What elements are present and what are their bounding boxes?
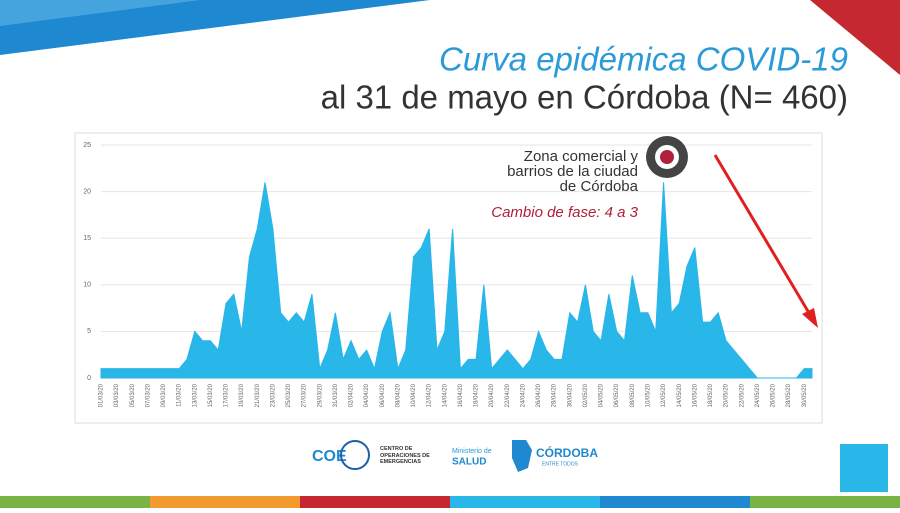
bottom-stripe xyxy=(0,496,900,508)
annotation: Zona comercial y xyxy=(524,148,639,165)
x-tick-label: 16/04/20 xyxy=(458,383,464,407)
x-tick-label: 28/04/20 xyxy=(552,383,558,407)
y-tick-label: 5 xyxy=(87,328,91,335)
x-tick-label: 01/03/20 xyxy=(99,383,105,407)
logo-text: CÓRDOBA xyxy=(536,445,598,460)
x-tick-label: 10/04/20 xyxy=(411,383,417,407)
arrow-head xyxy=(802,308,818,328)
x-tick-label: 24/04/20 xyxy=(520,383,526,407)
corner-badge xyxy=(840,444,888,492)
top-left-band-light xyxy=(0,0,200,26)
x-tick-label: 18/05/20 xyxy=(708,383,714,407)
logo-text: ENTRE TODOS xyxy=(542,461,579,467)
y-tick-label: 25 xyxy=(83,142,91,149)
x-tick-label: 14/05/20 xyxy=(677,383,683,407)
top-left-band xyxy=(0,0,430,55)
logo-caption-box: CENTRO DE OPERACIONES DE EMERGENCIAS xyxy=(380,446,430,465)
x-tick-label: 21/03/20 xyxy=(255,383,261,407)
x-tick-label: 30/05/20 xyxy=(802,383,808,407)
x-tick-label: 23/03/20 xyxy=(270,383,276,407)
x-tick-label: 26/04/20 xyxy=(536,383,542,407)
y-tick-label: 10 xyxy=(83,282,91,289)
x-tick-label: 20/04/20 xyxy=(489,383,495,407)
logo-text: COE xyxy=(312,448,347,465)
x-tick-label: 08/05/20 xyxy=(630,383,636,407)
annotation: de Córdoba xyxy=(560,178,639,195)
x-tick-label: 02/04/20 xyxy=(349,383,355,407)
x-tick-label: 27/03/20 xyxy=(302,383,308,407)
annotation: barrios de la ciudad xyxy=(507,163,638,180)
x-tick-label: 22/04/20 xyxy=(505,383,511,407)
x-tick-label: 14/04/20 xyxy=(442,383,448,407)
y-tick-label: 15 xyxy=(83,235,91,242)
logo-caption: CENTRO DE OPERACIONES DE EMERGENCIAS xyxy=(380,446,430,465)
x-tick-label: 28/05/20 xyxy=(786,383,792,407)
x-tick-label: 04/04/20 xyxy=(364,383,370,407)
logo-icon xyxy=(340,440,370,470)
logo-icon xyxy=(512,440,532,472)
stripe xyxy=(150,496,300,508)
x-tick-label: 24/05/20 xyxy=(755,383,761,407)
x-tick-label: 09/03/20 xyxy=(161,383,167,407)
marker-icon xyxy=(660,150,674,164)
x-tick-label: 16/05/20 xyxy=(692,383,698,407)
x-tick-label: 13/03/20 xyxy=(192,383,198,407)
chart-subtitle: al 31 de mayo en Córdoba (N= 460) xyxy=(321,79,848,116)
x-tick-label: 11/03/20 xyxy=(177,383,183,407)
x-tick-label: 12/04/20 xyxy=(427,383,433,407)
x-tick-label: 22/05/20 xyxy=(739,383,745,407)
x-tick-label: 02/05/20 xyxy=(583,383,589,407)
logo-text: Ministerio de xyxy=(452,448,492,455)
x-tick-label: 10/05/20 xyxy=(646,383,652,407)
x-tick-label: 19/03/20 xyxy=(239,383,245,407)
stripe xyxy=(0,496,150,508)
x-tick-label: 15/03/20 xyxy=(208,383,214,407)
x-tick-label: 12/05/20 xyxy=(661,383,667,407)
x-tick-label: 20/05/20 xyxy=(724,383,730,407)
stripe xyxy=(300,496,450,508)
footer-logos: COE CENTRO DE OPERACIONES DE EMERGENCIAS… xyxy=(312,440,598,472)
x-tick-label: 05/03/20 xyxy=(130,383,136,407)
stripe xyxy=(450,496,600,508)
x-tick-label: 29/03/20 xyxy=(317,383,323,407)
plot: 0 5 10 15 20 25 01/03/20 03/03/20 05/03/20 07/03/… xyxy=(83,142,813,407)
y-tick-label: 0 xyxy=(87,375,91,382)
x-tick-label: 30/04/20 xyxy=(567,383,573,407)
annotation: Cambio de fase: 4 a 3 xyxy=(491,204,638,221)
chart-title: Curva epidémica COVID-19 xyxy=(439,41,848,78)
x-tick-label: 06/05/20 xyxy=(614,383,620,407)
y-tick-label: 20 xyxy=(83,188,91,195)
x-tick-label: 25/03/20 xyxy=(286,383,292,407)
area xyxy=(100,182,813,379)
x-tick-label: 26/05/20 xyxy=(771,383,777,407)
logo-text: SALUD xyxy=(452,457,486,468)
x-tick-label: 03/03/20 xyxy=(114,383,120,407)
top-right-corner xyxy=(810,0,900,75)
x-tick-label: 04/05/20 xyxy=(599,383,605,407)
x-tick-label: 31/03/20 xyxy=(333,383,339,407)
x-tick-label: 08/04/20 xyxy=(395,383,401,407)
arrow xyxy=(713,154,814,319)
x-tick-label: 17/03/20 xyxy=(224,383,230,407)
x-tick-label: 18/04/20 xyxy=(474,383,480,407)
x-tick-label: 07/03/20 xyxy=(145,383,151,407)
stripe xyxy=(750,496,900,508)
x-tick-label: 06/04/20 xyxy=(380,383,386,407)
stripe xyxy=(600,496,750,508)
